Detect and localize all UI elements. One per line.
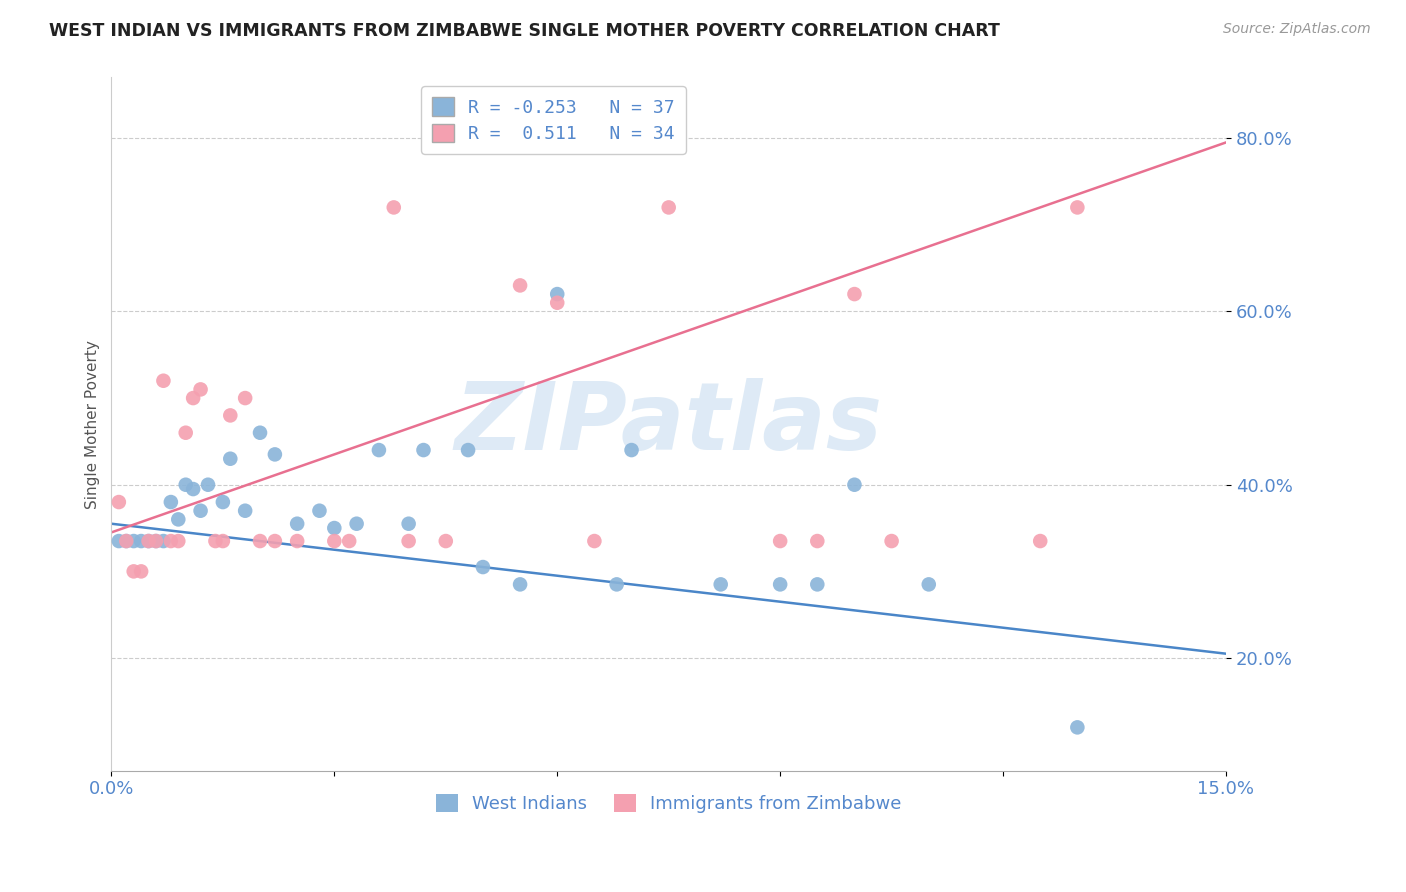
Point — [108, 495, 131, 509]
Text: ZIPatlas: ZIPatlas — [454, 378, 883, 470]
Point — [710, 577, 733, 591]
Point — [167, 512, 190, 526]
Point — [264, 447, 287, 461]
Point — [806, 534, 828, 549]
Text: WEST INDIAN VS IMMIGRANTS FROM ZIMBABWE SINGLE MOTHER POVERTY CORRELATION CHART: WEST INDIAN VS IMMIGRANTS FROM ZIMBABWE … — [49, 22, 1000, 40]
Point — [122, 565, 145, 579]
Point — [844, 477, 866, 491]
Point — [190, 504, 212, 518]
Point — [844, 287, 866, 301]
Y-axis label: Single Mother Poverty: Single Mother Poverty — [86, 340, 100, 508]
Point — [509, 577, 531, 591]
Point — [129, 565, 152, 579]
Point — [606, 577, 628, 591]
Point — [398, 534, 420, 549]
Point — [918, 577, 941, 591]
Point — [308, 504, 330, 518]
Point — [398, 516, 420, 531]
Point — [138, 534, 160, 549]
Point — [181, 391, 204, 405]
Point — [160, 534, 183, 549]
Point — [509, 278, 531, 293]
Point — [434, 534, 457, 549]
Point — [658, 201, 681, 215]
Point — [285, 534, 308, 549]
Point — [122, 534, 145, 549]
Legend: West Indians, Immigrants from Zimbabwe: West Indians, Immigrants from Zimbabwe — [425, 783, 912, 824]
Point — [323, 534, 346, 549]
Point — [249, 425, 271, 440]
Point — [145, 534, 167, 549]
Point — [1066, 201, 1088, 215]
Point — [219, 451, 242, 466]
Point — [167, 534, 190, 549]
Point — [108, 534, 131, 549]
Point — [367, 443, 389, 458]
Point — [249, 534, 271, 549]
Text: Source: ZipAtlas.com: Source: ZipAtlas.com — [1223, 22, 1371, 37]
Point — [160, 495, 183, 509]
Point — [212, 495, 235, 509]
Point — [204, 534, 226, 549]
Point — [583, 534, 606, 549]
Point — [145, 534, 167, 549]
Point — [264, 534, 287, 549]
Point — [546, 295, 568, 310]
Point — [233, 504, 256, 518]
Point — [219, 409, 242, 423]
Point — [806, 577, 828, 591]
Point — [323, 521, 346, 535]
Point — [212, 534, 235, 549]
Point — [152, 374, 174, 388]
Point — [382, 201, 405, 215]
Point — [129, 534, 152, 549]
Point — [138, 534, 160, 549]
Point — [190, 383, 212, 397]
Point — [769, 534, 792, 549]
Point — [174, 477, 197, 491]
Point — [546, 287, 568, 301]
Point — [181, 482, 204, 496]
Point — [471, 560, 494, 574]
Point — [174, 425, 197, 440]
Point — [346, 516, 368, 531]
Point — [769, 577, 792, 591]
Point — [337, 534, 360, 549]
Point — [233, 391, 256, 405]
Point — [620, 443, 643, 458]
Point — [1029, 534, 1052, 549]
Point — [412, 443, 434, 458]
Point — [880, 534, 903, 549]
Point — [1066, 720, 1088, 734]
Point — [115, 534, 138, 549]
Point — [285, 516, 308, 531]
Point — [457, 443, 479, 458]
Point — [115, 534, 138, 549]
Point — [197, 477, 219, 491]
Point — [152, 534, 174, 549]
